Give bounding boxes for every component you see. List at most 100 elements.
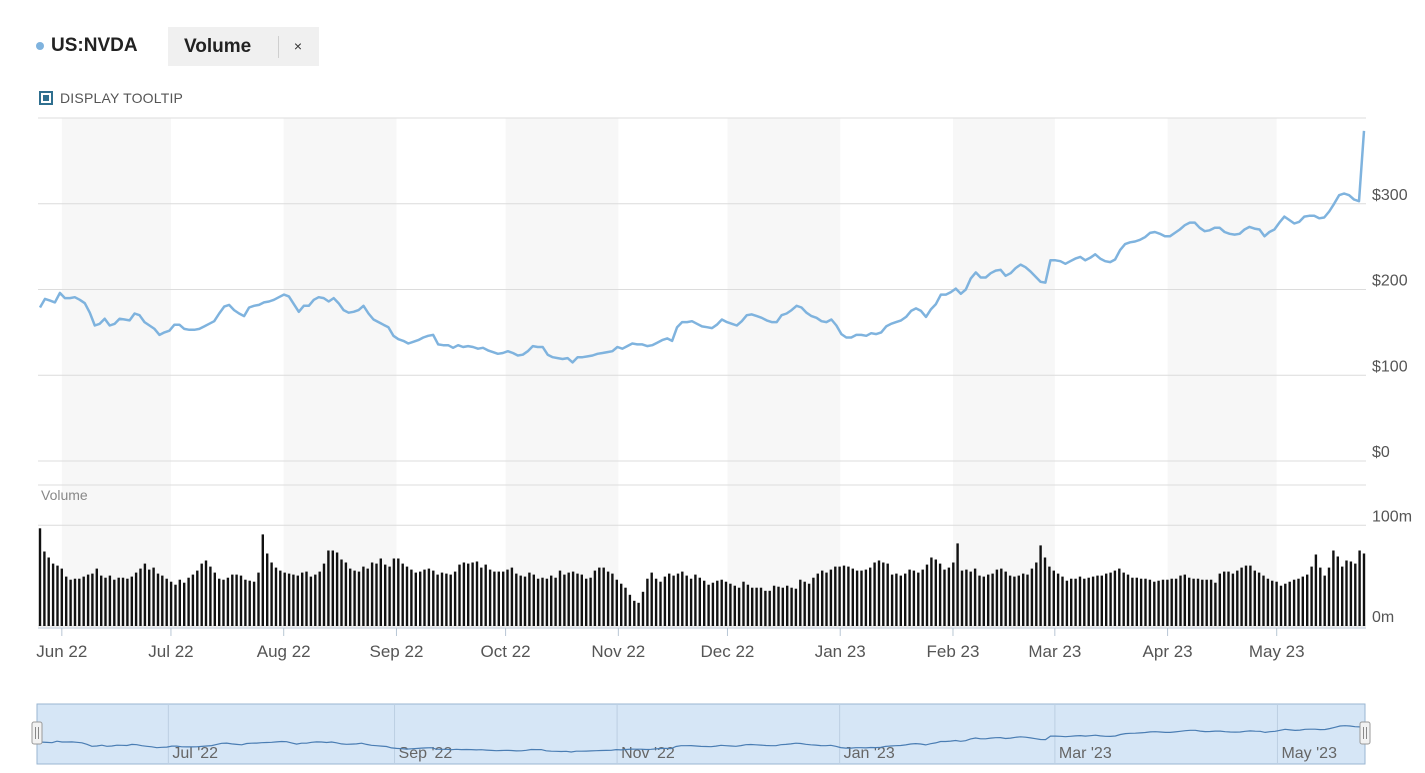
volume-bar: [1179, 575, 1182, 626]
navigator-tick-label: Jul '22: [172, 745, 218, 762]
series-symbol-label: US:NVDA: [51, 35, 138, 56]
volume-bar: [1306, 574, 1309, 626]
volume-bar: [370, 562, 374, 626]
volume-bar: [545, 578, 549, 626]
volume-bar: [663, 576, 667, 626]
navigator[interactable]: Jul '22 Sep '22 Nov '22 Jan '23 Mar '23 May '…: [31, 703, 1371, 765]
volume-bar: [1314, 554, 1318, 626]
volume-bar: [248, 580, 251, 626]
volume-bar: [261, 534, 264, 626]
price-gridlines: [38, 117, 1366, 462]
volume-bar: [523, 576, 527, 626]
volume-bar: [1000, 568, 1003, 626]
volume-bar: [327, 550, 330, 626]
volume-bar: [440, 572, 444, 626]
volume-bar: [252, 581, 256, 626]
volume-bar: [1118, 568, 1121, 626]
volume-bar: [200, 563, 203, 626]
volume-bar: [266, 553, 269, 626]
volume-bar: [729, 583, 732, 626]
volume-axis-title: Volume: [41, 487, 88, 503]
price-tick-label: $0: [1372, 444, 1390, 461]
navigator-tick-label: Nov '22: [621, 745, 675, 762]
volume-bar: [187, 577, 190, 626]
volume-bar: [965, 569, 968, 626]
month-band: [1167, 118, 1277, 626]
volume-bar: [283, 572, 286, 626]
month-band: [952, 118, 1055, 626]
month-band: [283, 118, 397, 626]
volume-bar: [148, 569, 151, 626]
volume-bar: [908, 569, 911, 626]
volume-bar: [650, 572, 653, 626]
volume-bar: [751, 587, 754, 626]
volume-bar: [1292, 579, 1296, 626]
display-tooltip-toggle[interactable]: DISPLAY TOOLTIP: [39, 90, 183, 106]
volume-bar: [956, 543, 959, 626]
volume-bar: [716, 580, 719, 626]
volume-bar: [143, 563, 147, 626]
volume-bar: [78, 578, 81, 626]
navigator-tick-label: Mar '23: [1059, 745, 1112, 762]
volume-bar: [257, 572, 260, 626]
x-tick-label: Mar 23: [1028, 642, 1081, 661]
volume-bar: [794, 588, 798, 626]
volume-bar: [1170, 578, 1173, 626]
volume-bar: [838, 566, 841, 626]
volume-bar: [987, 574, 990, 626]
volume-bar: [558, 570, 562, 626]
volume-bar: [781, 587, 784, 626]
volume-bar: [410, 569, 413, 626]
volume-bar: [851, 568, 854, 626]
volume-bar: [353, 570, 356, 626]
indicator-tab-volume[interactable]: Volume ×: [168, 27, 319, 66]
price-tick-label: $200: [1372, 273, 1408, 290]
volume-bar: [707, 584, 710, 626]
volume-bar: [331, 550, 334, 626]
volume-bar: [349, 568, 352, 626]
volume-bar: [711, 582, 715, 626]
volume-bar: [877, 560, 881, 626]
volume-bar: [576, 573, 579, 626]
volume-bar: [436, 574, 439, 626]
navigator-right-handle[interactable]: [1359, 721, 1371, 745]
volume-bar: [152, 567, 155, 626]
volume-bar: [1048, 566, 1051, 626]
volume-bar: [694, 574, 697, 626]
volume-bar: [362, 566, 365, 626]
volume-bar: [1043, 557, 1047, 626]
volume-bar: [397, 558, 400, 626]
volume-bar: [541, 577, 544, 626]
volume-bar: [676, 573, 680, 626]
volume-bar: [1275, 581, 1278, 626]
volume-bar: [270, 562, 273, 626]
volume-bar: [611, 573, 614, 626]
volume-bar: [301, 572, 304, 626]
navigator-left-handle[interactable]: [31, 721, 43, 745]
volume-bar: [799, 579, 802, 626]
series-legend[interactable]: US:NVDA: [36, 30, 138, 62]
volume-bar: [375, 563, 378, 626]
volume-bar: [305, 571, 308, 626]
volume-bar: [432, 570, 435, 626]
volume-bar: [126, 578, 129, 626]
volume-bar: [287, 573, 291, 626]
volume-bar: [1039, 545, 1042, 626]
volume-bar: [1249, 565, 1252, 626]
volume-bar: [1362, 553, 1366, 626]
volume-bar: [1096, 575, 1099, 626]
volume-bar: [1017, 575, 1020, 626]
volume-bar: [995, 569, 999, 626]
checkbox-checked-icon[interactable]: [39, 91, 53, 105]
close-icon[interactable]: ×: [293, 38, 303, 54]
volume-bar: [314, 574, 317, 626]
volume-bar: [379, 558, 382, 626]
volume-bar: [633, 600, 636, 626]
volume-bar: [571, 571, 575, 626]
volume-bar: [60, 568, 63, 626]
volume-bar: [1109, 572, 1112, 626]
volume-bar: [419, 571, 422, 626]
volume-bar: [366, 568, 369, 626]
volume-bar: [1144, 578, 1147, 626]
